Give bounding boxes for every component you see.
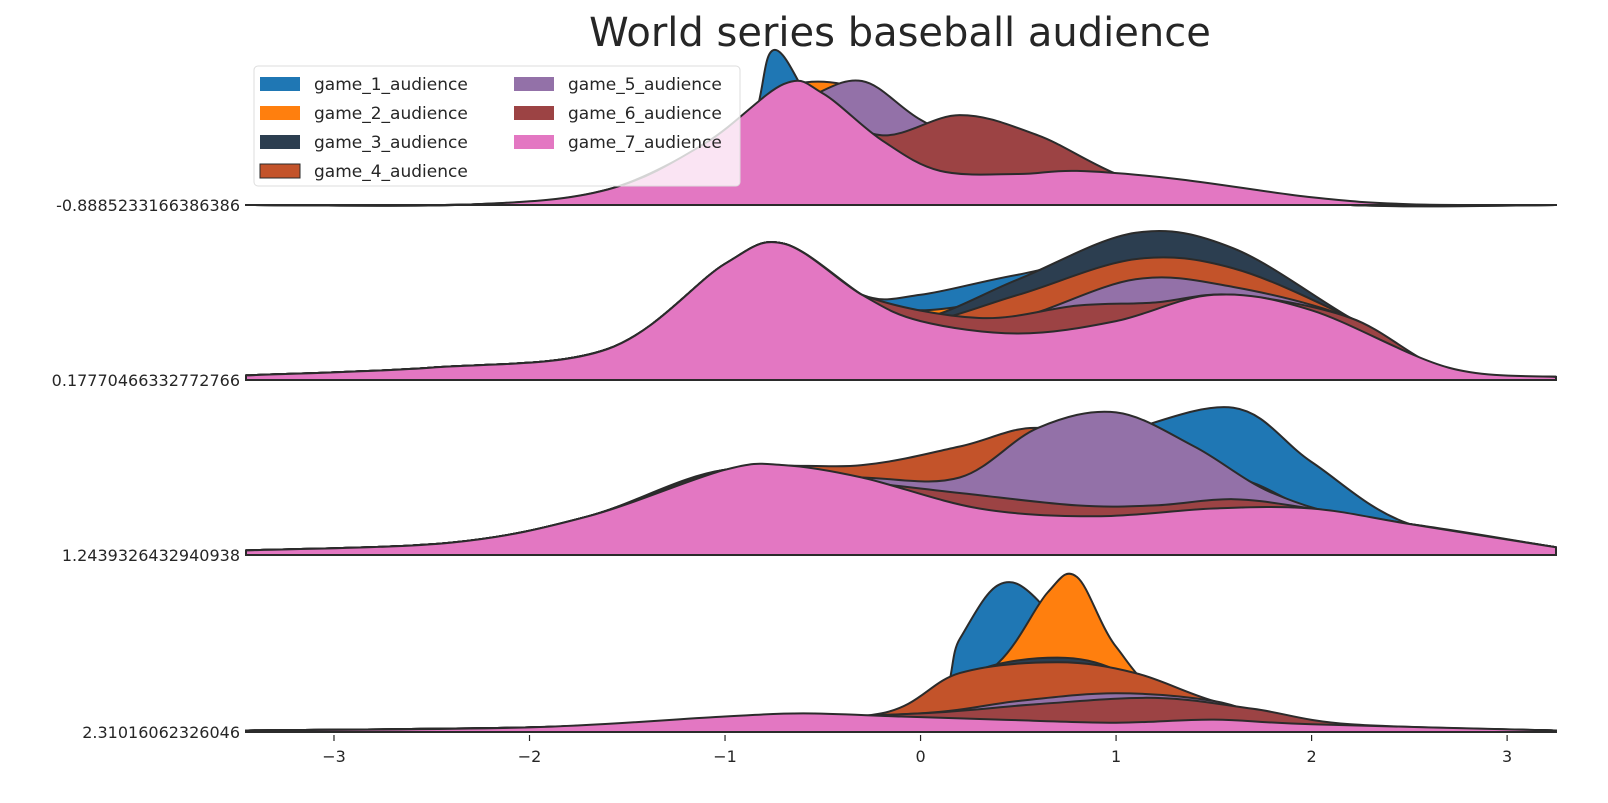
- ytick-label: 1.2439326432940938: [62, 546, 240, 565]
- ytick-label: 0.17770466332772766: [52, 371, 240, 390]
- density-game_7_audience-ridge-4: [245, 712, 1557, 733]
- density-game_7_audience-ridge-2: [245, 241, 1557, 381]
- legend-swatch: [260, 135, 300, 149]
- legend-label: game_1_audience: [314, 75, 468, 95]
- legend-swatch: [259, 163, 301, 179]
- density-game_7_audience-ridge-1: [245, 79, 1557, 207]
- legend-swatch: [260, 106, 300, 120]
- legend-label: game_6_audience: [568, 104, 722, 124]
- ridge-3: [245, 406, 1557, 556]
- xtick-label: 3: [1502, 747, 1512, 766]
- ridges-layer: [245, 49, 1557, 733]
- xtick-label: 2: [1307, 747, 1317, 766]
- ytick-label: 2.31016062326046: [82, 723, 240, 742]
- legend-swatch: [514, 77, 554, 91]
- ytick-label: -0.8885233166386386: [56, 196, 240, 215]
- legend-label: game_2_audience: [314, 104, 468, 124]
- xtick-label: −3: [322, 747, 346, 766]
- ridge-4: [245, 572, 1557, 733]
- x-axis: −3 −2 −1 0 1 2 3: [322, 735, 1512, 766]
- density-game_7_audience-ridge-3: [245, 462, 1557, 556]
- legend-swatch: [514, 106, 554, 120]
- legend-label: game_7_audience: [568, 133, 722, 153]
- xtick-label: −2: [518, 747, 542, 766]
- chart-title: World series baseball audience: [589, 10, 1211, 56]
- legend-label: game_3_audience: [314, 133, 468, 153]
- xtick-label: 1: [1111, 747, 1121, 766]
- ridge-1: [245, 49, 1557, 208]
- xtick-label: −1: [713, 747, 737, 766]
- legend-label: game_5_audience: [568, 75, 722, 95]
- legend-swatch: [514, 135, 554, 149]
- legend-box: [253, 65, 741, 187]
- ytick-labels: -0.8885233166386386 0.17770466332772766 1.…: [52, 196, 240, 742]
- ridge-2: [245, 230, 1557, 381]
- legend-swatch: [260, 77, 300, 91]
- legend: game_1_audience game_2_audience game_3_aud…: [253, 65, 741, 187]
- xtick-label: 0: [915, 747, 925, 766]
- legend-label: game_4_audience: [314, 162, 468, 182]
